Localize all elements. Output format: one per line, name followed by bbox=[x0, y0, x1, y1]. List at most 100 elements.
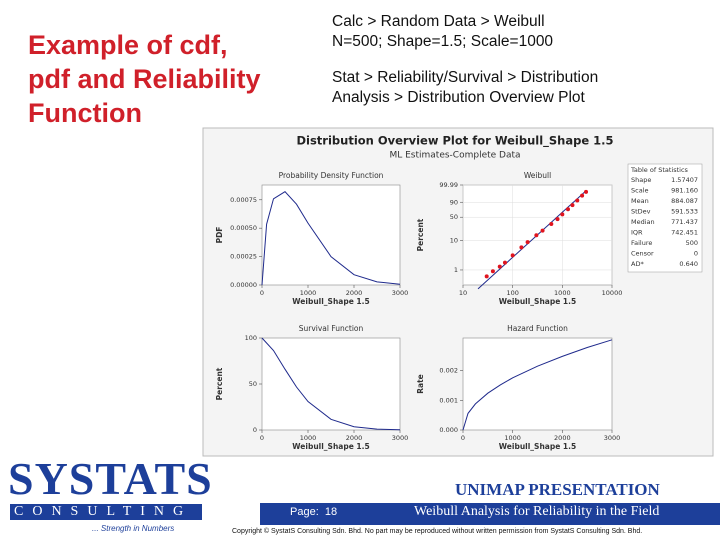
y-tick-label: 99.99 bbox=[439, 181, 458, 189]
y-tick-label: 10 bbox=[450, 237, 458, 245]
stats-value: 0.640 bbox=[679, 260, 698, 268]
x-tick-label: 2000 bbox=[554, 434, 571, 442]
data-point bbox=[560, 212, 565, 217]
x-tick-label: 100 bbox=[506, 289, 518, 297]
stats-label: AD* bbox=[631, 260, 644, 268]
x-tick-label: 1000 bbox=[300, 289, 317, 297]
stats-label: Scale bbox=[631, 187, 649, 195]
stats-label: Median bbox=[631, 218, 655, 226]
instruction-line: Stat > Reliability/Survival > Distributi… bbox=[332, 69, 599, 86]
y-tick-label: 0.00025 bbox=[230, 253, 257, 261]
data-point bbox=[497, 264, 502, 269]
data-point bbox=[534, 233, 539, 238]
instruction-line: N=500; Shape=1.5; Scale=1000 bbox=[332, 33, 554, 50]
data-point bbox=[490, 269, 495, 274]
data-point bbox=[502, 260, 507, 265]
x-tick-label: 0 bbox=[260, 434, 264, 442]
stats-table bbox=[627, 163, 703, 273]
x-tick-label: 3000 bbox=[392, 434, 409, 442]
y-axis-label: PDF bbox=[215, 227, 224, 244]
x-tick-label: 3000 bbox=[604, 434, 621, 442]
data-point bbox=[555, 217, 560, 222]
stats-label: StDev bbox=[631, 208, 651, 216]
x-tick-label: 10000 bbox=[602, 289, 623, 297]
y-tick-label: 0.00050 bbox=[230, 224, 257, 232]
title-line: pdf and Reliability bbox=[28, 64, 261, 94]
stats-value: 884.087 bbox=[671, 197, 698, 205]
panel-title: Weibull bbox=[524, 171, 551, 180]
panel-title: Probability Density Function bbox=[279, 171, 384, 180]
curve bbox=[261, 191, 401, 286]
page-number: 18 bbox=[324, 506, 338, 518]
stats-label: Censor bbox=[631, 250, 654, 258]
instruction-line: Calc > Random Data > Weibull bbox=[332, 13, 545, 30]
curve bbox=[462, 339, 613, 431]
y-tick-label: 0.002 bbox=[439, 367, 458, 375]
x-tick-label: 10 bbox=[459, 289, 467, 297]
stats-value: 591.533 bbox=[671, 208, 698, 216]
data-point bbox=[510, 253, 515, 258]
slide-title: Example of cdf, pdf and Reliability Func… bbox=[28, 28, 261, 130]
plot-subtitle: ML Estimates-Complete Data bbox=[389, 151, 520, 161]
data-point bbox=[484, 274, 489, 279]
stats-label: IQR bbox=[631, 229, 643, 237]
tagline: ... Strength in Numbers bbox=[92, 524, 175, 533]
page-text: Page: bbox=[290, 506, 319, 518]
x-tick-label: 1000 bbox=[504, 434, 521, 442]
stats-value: 500 bbox=[686, 239, 698, 247]
plot-area bbox=[261, 337, 401, 431]
data-point bbox=[565, 207, 570, 212]
presentation-label: UNIMAP PRESENTATION bbox=[455, 480, 660, 499]
y-tick-label: 50 bbox=[249, 380, 257, 388]
stats-value: 771.437 bbox=[671, 218, 698, 226]
plot-area bbox=[462, 337, 613, 431]
stats-title: Table of Statistics bbox=[630, 166, 689, 174]
x-tick-label: 2000 bbox=[346, 434, 363, 442]
logo-sub: CONSULTING bbox=[10, 504, 202, 520]
y-tick-label: 0.001 bbox=[439, 396, 458, 404]
x-tick-label: 1000 bbox=[300, 434, 317, 442]
y-tick-label: 0.000 bbox=[439, 426, 458, 434]
y-tick-label: 100 bbox=[245, 334, 257, 342]
stats-value: 0 bbox=[694, 250, 698, 258]
x-tick-label: 0 bbox=[461, 434, 465, 442]
stats-label: Failure bbox=[631, 239, 652, 247]
x-axis-label: Weibull_Shape 1.5 bbox=[292, 297, 369, 306]
x-axis-label: Weibull_Shape 1.5 bbox=[292, 442, 369, 451]
title-line: Example of cdf, bbox=[28, 30, 228, 60]
copyright: Copyright © SystatS Consulting Sdn. Bhd.… bbox=[232, 528, 643, 535]
footer-bar bbox=[260, 503, 720, 525]
y-tick-label: 50 bbox=[450, 213, 458, 221]
data-point bbox=[540, 228, 545, 233]
instruction-line: Analysis > Distribution Overview Plot bbox=[332, 89, 585, 106]
topic: Weibull Analysis for Reliability in the … bbox=[414, 504, 660, 519]
x-tick-label: 1000 bbox=[554, 289, 571, 297]
y-tick-label: 90 bbox=[450, 198, 458, 206]
stats-value: 981.160 bbox=[671, 187, 698, 195]
title-line: Function bbox=[28, 98, 142, 128]
stats-value: 742.451 bbox=[671, 229, 698, 237]
page-label: Page: 18 bbox=[290, 506, 337, 518]
x-tick-label: 2000 bbox=[346, 289, 363, 297]
curve bbox=[261, 337, 401, 431]
x-axis-label: Weibull_Shape 1.5 bbox=[499, 442, 576, 451]
plot-area bbox=[261, 184, 401, 286]
y-axis-label: Percent bbox=[215, 367, 224, 400]
y-axis-label: Percent bbox=[416, 218, 425, 251]
plot-title: Distribution Overview Plot for Weibull_S… bbox=[296, 134, 613, 149]
stats-label: Shape bbox=[631, 176, 651, 184]
y-tick-label: 0.00000 bbox=[230, 281, 257, 289]
logo: SYSTATS bbox=[8, 453, 213, 504]
data-point bbox=[519, 245, 524, 250]
x-axis-label: Weibull_Shape 1.5 bbox=[499, 297, 576, 306]
data-point bbox=[575, 198, 580, 203]
data-point bbox=[549, 222, 554, 227]
panel-title: Hazard Function bbox=[507, 324, 568, 333]
instructions: Calc > Random Data > Weibull N=500; Shap… bbox=[332, 12, 598, 108]
data-point bbox=[525, 240, 530, 245]
data-point bbox=[580, 193, 585, 198]
y-axis-label: Rate bbox=[416, 374, 425, 394]
stats-label: Mean bbox=[631, 197, 649, 205]
